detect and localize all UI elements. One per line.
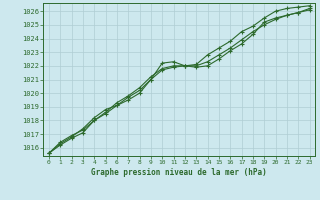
X-axis label: Graphe pression niveau de la mer (hPa): Graphe pression niveau de la mer (hPa): [91, 168, 267, 177]
